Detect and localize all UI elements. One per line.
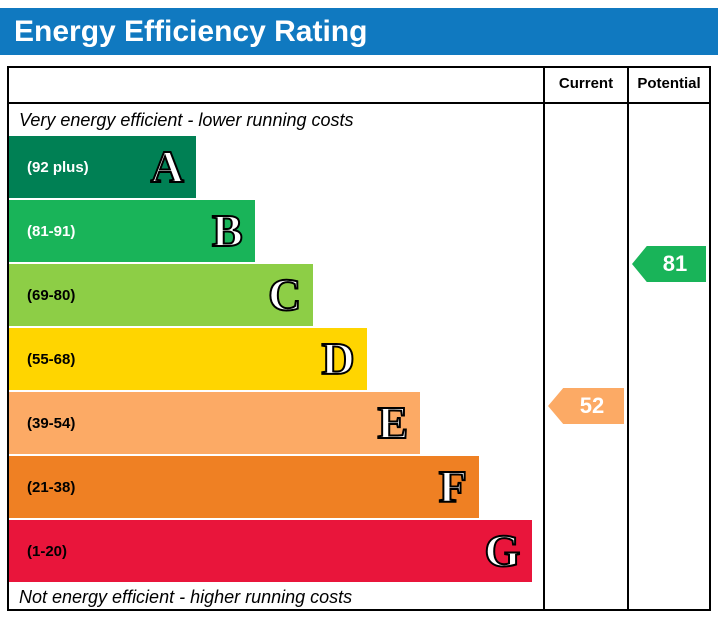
band-row-f: (21-38) F — [9, 456, 543, 520]
band-range-label: (39-54) — [27, 414, 76, 432]
page-title: Energy Efficiency Rating — [0, 8, 718, 55]
band-range-label: (55-68) — [27, 350, 76, 368]
band-range-label: (69-80) — [27, 286, 76, 304]
current-column: 52 — [543, 104, 627, 609]
band-bar-d: (55-68) D — [9, 328, 367, 390]
band-row-g: (1-20) G — [9, 520, 543, 584]
band-bar-c: (69-80) C — [9, 264, 314, 326]
band-bar-a: (92 plus) A — [9, 136, 196, 198]
band-range-label: (21-38) — [27, 478, 76, 496]
potential-column: 81 — [627, 104, 709, 609]
band-bar-g: (1-20) G — [9, 520, 533, 582]
top-note: Very energy efficient - lower running co… — [19, 110, 354, 130]
column-header-potential: Potential — [627, 68, 709, 102]
header-spacer — [9, 68, 543, 102]
band-range-label: (81-91) — [27, 222, 76, 240]
band-letter: D — [321, 333, 356, 384]
column-header-current: Current — [543, 68, 627, 102]
epc-table: Current Potential Very energy efficient … — [7, 66, 711, 611]
potential-rating-value: 81 — [662, 251, 688, 276]
table-header-row: Current Potential — [9, 68, 709, 104]
band-row-e: (39-54) E — [9, 392, 543, 456]
current-rating-arrow: 52 — [548, 388, 624, 424]
band-bar-e: (39-54) E — [9, 392, 421, 454]
band-row-c: (69-80) C — [9, 264, 543, 328]
band-row-b: (81-91) B — [9, 200, 543, 264]
current-rating-value: 52 — [579, 393, 605, 418]
bottom-note: Not energy efficient - higher running co… — [19, 587, 353, 607]
band-bar-f: (21-38) F — [9, 456, 479, 518]
band-letter: G — [484, 525, 522, 576]
band-letter: B — [211, 205, 244, 256]
band-letter: A — [150, 141, 185, 192]
band-letter: F — [438, 461, 468, 512]
band-letter: C — [267, 269, 302, 320]
band-row-d: (55-68) D — [9, 328, 543, 392]
bands-column: Very energy efficient - lower running co… — [9, 104, 543, 609]
band-range-label: (1-20) — [27, 542, 68, 560]
band-letter: E — [376, 397, 409, 448]
band-row-a: (92 plus) A — [9, 136, 543, 200]
band-range-label: (92 plus) — [27, 158, 89, 176]
table-body: Very energy efficient - lower running co… — [9, 104, 709, 609]
potential-rating-arrow: 81 — [632, 246, 706, 282]
band-bar-b: (81-91) B — [9, 200, 255, 262]
